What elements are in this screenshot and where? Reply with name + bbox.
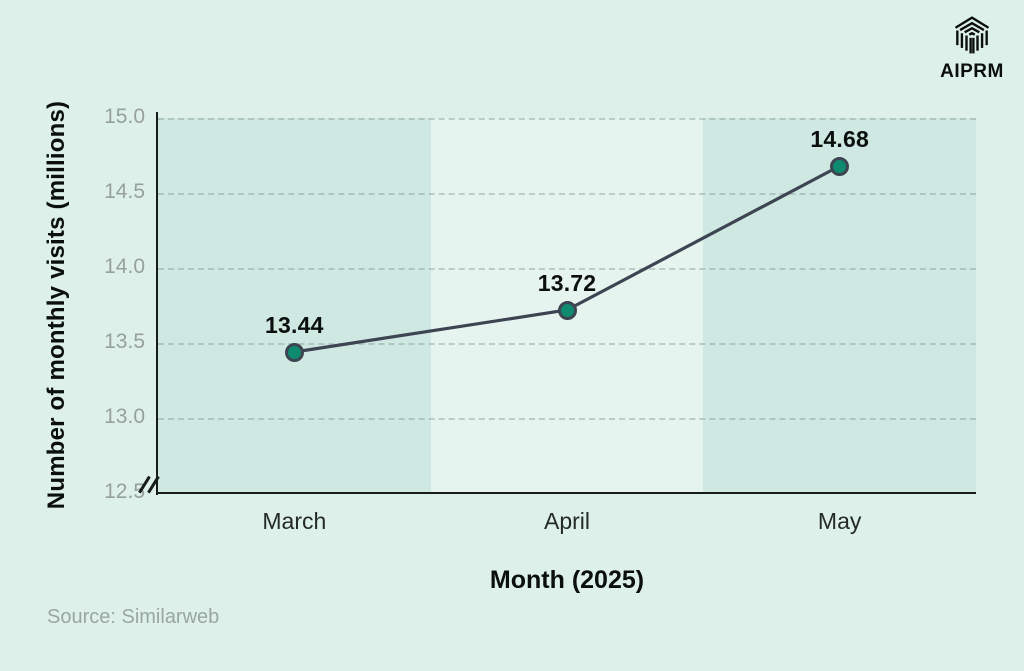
aiprm-logo-text: AIPRM <box>940 61 1004 82</box>
data-point-april <box>557 300 577 320</box>
value-label-may: 14.68 <box>810 126 869 152</box>
y-tick-label: 13.0 <box>104 405 145 428</box>
x-tick-label-may: May <box>817 508 862 534</box>
line-series-path <box>294 164 841 354</box>
x-tick-label-april: April <box>543 508 590 534</box>
plot-band-may <box>703 118 976 493</box>
plot-band-march <box>158 118 431 493</box>
y-axis-line <box>156 112 158 495</box>
data-point-may <box>830 156 850 176</box>
plot-area: 13.44 March 13.72 April 14.68 May <box>138 112 976 534</box>
x-axis-line <box>156 492 976 494</box>
y-tick-label: 12.5 <box>104 480 145 503</box>
data-point-march <box>284 342 304 362</box>
y-tick-label: 14.0 <box>104 255 145 278</box>
aiprm-logo: AIPRM <box>934 14 1010 83</box>
gridline-13.5 <box>158 343 976 345</box>
x-axis-title: Month (2025) <box>489 566 645 594</box>
y-tick-label: 15.0 <box>104 105 145 128</box>
y-tick-labels: 15.0 14.5 14.0 13.5 13.0 12.5 <box>83 105 145 503</box>
y-tick-label: 14.5 <box>104 180 145 203</box>
gridline-14 <box>158 268 976 270</box>
gridline-13 <box>158 418 976 420</box>
gridline-14.5 <box>158 193 976 195</box>
y-tick-label: 13.5 <box>104 330 145 353</box>
aiprm-cube-icon <box>954 16 990 54</box>
value-label-april: 13.72 <box>537 270 597 296</box>
y-axis-title: Number of monthly visits (millions) <box>43 100 70 510</box>
gridline-15 <box>158 118 976 120</box>
source-note: Source: Similarweb <box>47 606 220 628</box>
x-tick-label-march: March <box>262 508 327 534</box>
value-label-march: 13.44 <box>265 312 324 338</box>
